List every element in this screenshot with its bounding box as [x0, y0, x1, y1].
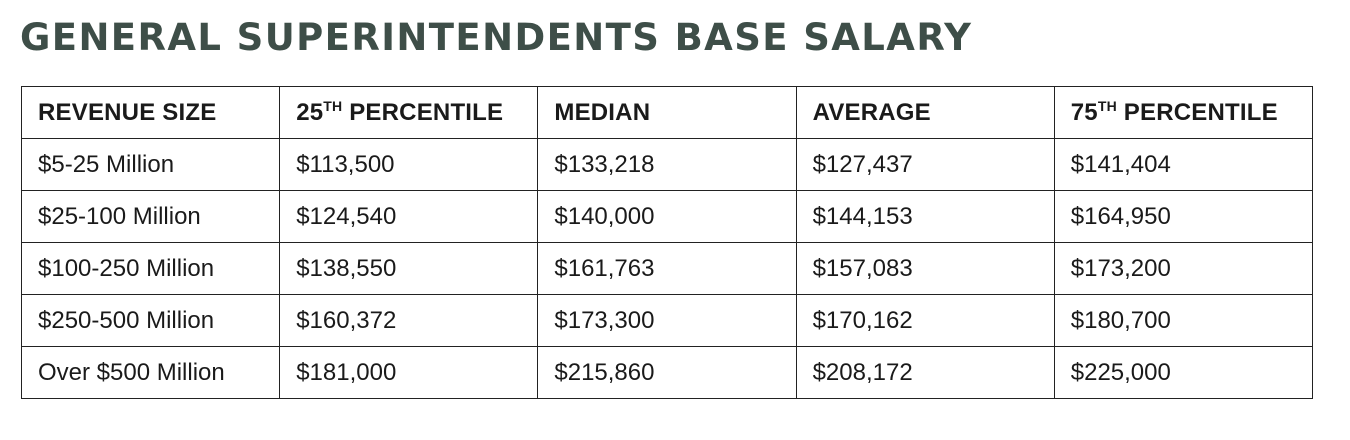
cell-revenue-size: $100-250 Million	[20, 242, 281, 295]
table-row: $25-100 Million $124,540 $140,000 $144,1…	[20, 190, 1314, 243]
cell-75th-percentile: $173,200	[1053, 242, 1314, 295]
cell-25th-percentile: $160,372	[279, 294, 539, 347]
cell-25th-percentile: $124,540	[279, 190, 539, 243]
cell-average: $170,162	[795, 294, 1055, 347]
table-row: Over $500 Million $181,000 $215,860 $208…	[20, 346, 1314, 399]
cell-median: $133,218	[537, 138, 797, 191]
cell-median: $215,860	[537, 346, 797, 399]
table-row: $5-25 Million $113,500 $133,218 $127,437…	[20, 138, 1314, 191]
page-title: GENERAL SUPERINTENDENTS BASE SALARY	[20, 16, 973, 59]
cell-median: $161,763	[537, 242, 797, 295]
cell-25th-percentile: $113,500	[279, 138, 539, 191]
cell-median: $173,300	[537, 294, 797, 347]
cell-average: $208,172	[795, 346, 1055, 399]
cell-75th-percentile: $180,700	[1053, 294, 1314, 347]
header-75th-percentile: 75TH PERCENTILE	[1053, 86, 1314, 139]
header-25th-percentile: 25TH PERCENTILE	[279, 86, 539, 139]
header-revenue-size: REVENUE SIZE	[20, 86, 281, 139]
cell-75th-percentile: $164,950	[1053, 190, 1314, 243]
header-average: AVERAGE	[795, 86, 1055, 139]
cell-75th-percentile: $141,404	[1053, 138, 1314, 191]
cell-revenue-size: $25-100 Million	[20, 190, 281, 243]
salary-table: REVENUE SIZE 25TH PERCENTILE MEDIAN AVER…	[20, 86, 1314, 399]
cell-average: $127,437	[795, 138, 1055, 191]
table-header-row: REVENUE SIZE 25TH PERCENTILE MEDIAN AVER…	[20, 86, 1314, 139]
cell-revenue-size: $5-25 Million	[20, 138, 281, 191]
cell-75th-percentile: $225,000	[1053, 346, 1314, 399]
cell-revenue-size: Over $500 Million	[20, 346, 281, 399]
table-row: $100-250 Million $138,550 $161,763 $157,…	[20, 242, 1314, 295]
table-row: $250-500 Million $160,372 $173,300 $170,…	[20, 294, 1314, 347]
cell-25th-percentile: $138,550	[279, 242, 539, 295]
cell-revenue-size: $250-500 Million	[20, 294, 281, 347]
cell-25th-percentile: $181,000	[279, 346, 539, 399]
cell-average: $157,083	[795, 242, 1055, 295]
cell-average: $144,153	[795, 190, 1055, 243]
cell-median: $140,000	[537, 190, 797, 243]
header-median: MEDIAN	[537, 86, 797, 139]
